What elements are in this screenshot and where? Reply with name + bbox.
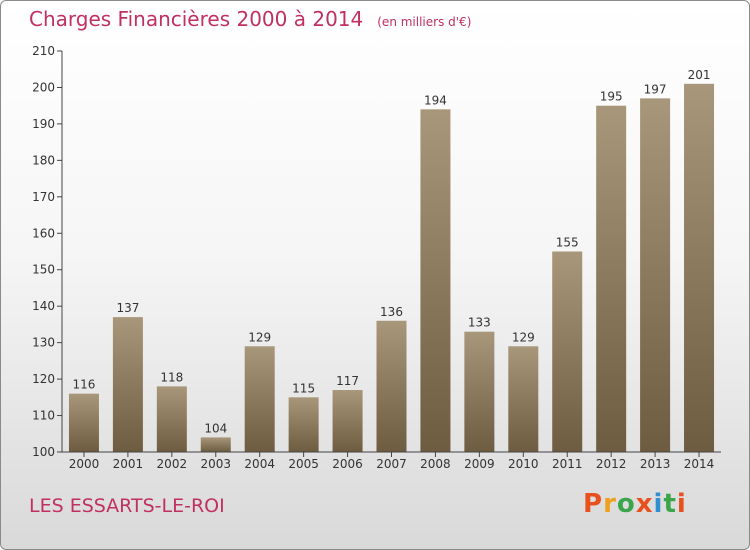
- y-tick-label: 200: [32, 80, 55, 94]
- logo-letter: o: [616, 489, 636, 519]
- x-tick-label-2000: 2000: [69, 457, 100, 471]
- y-tick-label: 190: [32, 117, 55, 131]
- y-tick-label: 100: [32, 445, 55, 459]
- logo-letter: P: [583, 489, 604, 519]
- y-tick-label: 110: [32, 409, 55, 423]
- axes-group: 100 110 120 130 140 150 160 170 180 190 200 210 2000…: [32, 44, 721, 471]
- bar-2004: [244, 346, 275, 452]
- logo-letter: i: [653, 489, 664, 519]
- chart-title-text: Charges Financières 2000 à 2014: [29, 7, 364, 31]
- data-label-2009: 133: [468, 316, 491, 330]
- chart-title: Charges Financières 2000 à 2014 (en milli…: [29, 7, 471, 31]
- data-label-2005: 115: [292, 381, 315, 395]
- x-tick-label-2013: 2013: [640, 457, 671, 471]
- y-tick-label: 160: [32, 226, 55, 240]
- bar-2002: [156, 386, 187, 452]
- logo-letter: t: [663, 489, 677, 519]
- data-label-2006: 117: [336, 374, 359, 388]
- y-tick-label: 130: [32, 336, 55, 350]
- data-label-2003: 104: [204, 421, 227, 435]
- bar-2003: [200, 437, 231, 452]
- logo-letter: x: [635, 489, 654, 519]
- y-tick-label: 140: [32, 299, 55, 313]
- y-tick-label: 180: [32, 153, 55, 167]
- x-tick-label-2010: 2010: [508, 457, 539, 471]
- x-tick-label-2005: 2005: [288, 457, 319, 471]
- bar-2000: [68, 393, 99, 452]
- logo-letter: r: [603, 489, 617, 519]
- bar-2010: [508, 346, 539, 452]
- x-tick-label-2003: 2003: [200, 457, 231, 471]
- bar-2006: [332, 390, 363, 452]
- data-label-2000: 116: [73, 378, 96, 392]
- y-tick-label: 150: [32, 263, 55, 277]
- x-tick-label-2002: 2002: [157, 457, 188, 471]
- bar-2013: [640, 98, 671, 453]
- y-tick-label: 120: [32, 372, 55, 386]
- proxiti-logo[interactable]: Proxiti: [583, 489, 687, 519]
- data-label-2007: 136: [380, 305, 403, 319]
- x-tick-label-2012: 2012: [596, 457, 627, 471]
- data-label-2004: 129: [248, 330, 271, 344]
- data-label-2002: 118: [160, 370, 183, 384]
- data-label-2014: 201: [688, 68, 711, 82]
- bar-2012: [596, 105, 627, 452]
- data-label-2013: 197: [644, 82, 667, 96]
- bar-2008: [420, 109, 451, 452]
- bar-2011: [552, 251, 583, 452]
- bars-group: 116 137 118 104 129 115 117 136 194 133 129 155 195 1…: [68, 68, 715, 453]
- x-tick-label-2001: 2001: [113, 457, 144, 471]
- bar-2005: [288, 397, 319, 452]
- data-label-2012: 195: [600, 90, 623, 104]
- logo-letter: i: [676, 489, 687, 519]
- data-label-2011: 155: [556, 236, 579, 250]
- y-tick-label: 170: [32, 190, 55, 204]
- bar-2014: [684, 83, 715, 453]
- x-tick-label-2009: 2009: [464, 457, 495, 471]
- chart-subtitle: (en milliers d'€): [377, 15, 472, 29]
- x-tick-label-2004: 2004: [244, 457, 275, 471]
- commune-name: LES ESSARTS-LE-ROI: [29, 495, 225, 517]
- x-tick-label-2011: 2011: [552, 457, 583, 471]
- x-tick-label-2007: 2007: [376, 457, 407, 471]
- data-label-2001: 137: [116, 301, 139, 315]
- bar-2009: [464, 331, 495, 452]
- bar-2001: [112, 317, 143, 452]
- data-label-2008: 194: [424, 93, 447, 107]
- y-tick-label: 210: [32, 44, 55, 58]
- bar-2007: [376, 320, 407, 452]
- bar-chart: 1161371181041291151171361941331291551951…: [32, 44, 721, 471]
- x-tick-label-2008: 2008: [420, 457, 451, 471]
- x-tick-label-2014: 2014: [684, 457, 715, 471]
- x-tick-label-2006: 2006: [332, 457, 363, 471]
- data-label-2010: 129: [512, 330, 535, 344]
